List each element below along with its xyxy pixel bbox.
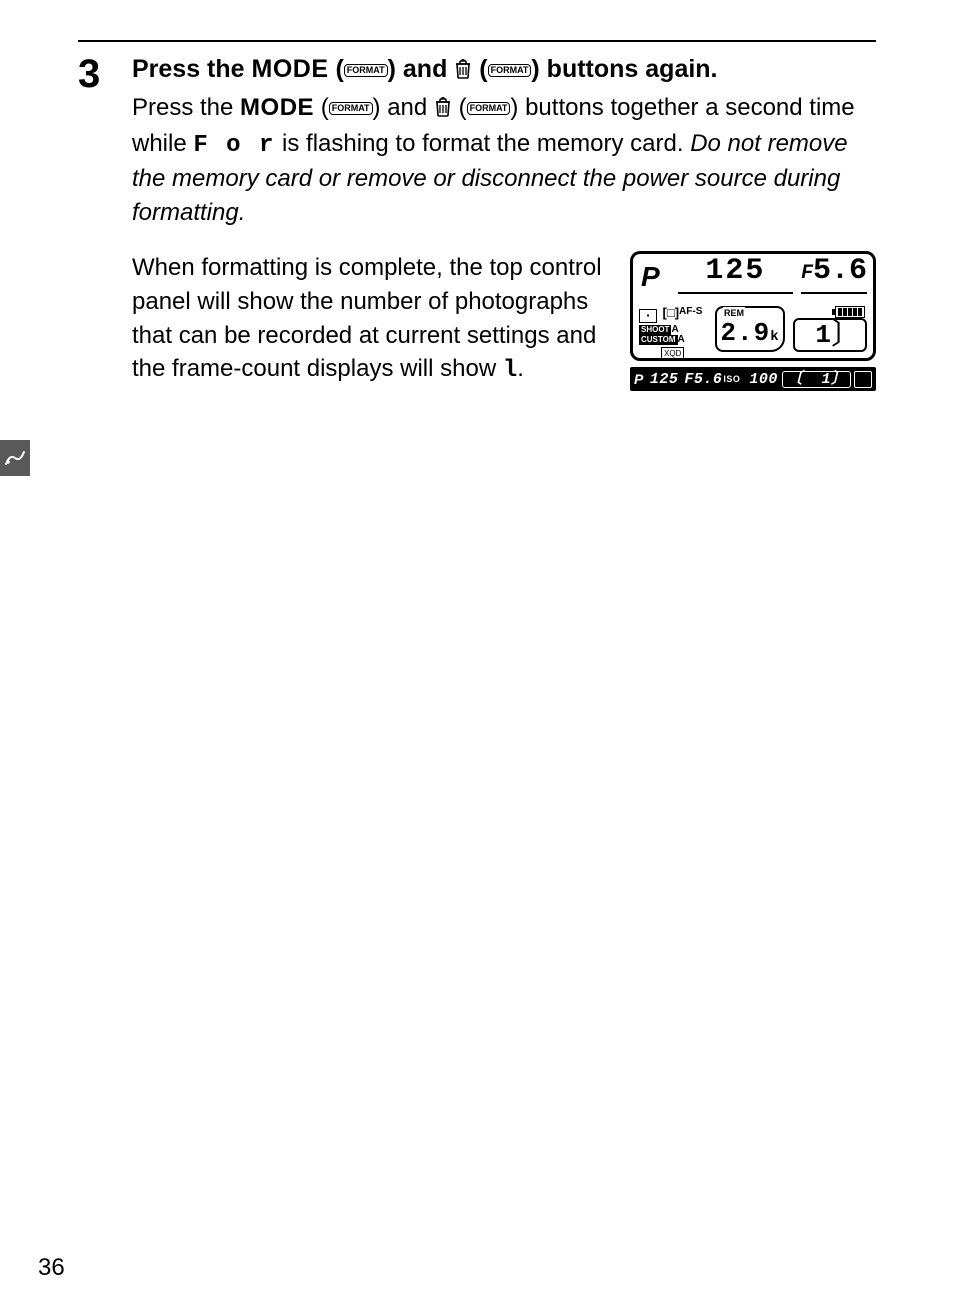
format-icon-2: FORMAT [488,64,532,77]
trash-icon-2 [434,93,452,127]
title-paren-close2: ) [531,55,539,83]
title-text-1: Press the [132,55,252,83]
shoot-label: SHOOT [639,325,671,335]
step-title: Press the MODE (FORMAT) and (FORMAT) but… [132,52,876,89]
af-bracket: [□] [663,306,680,319]
rem-label: REM [723,307,745,320]
p1-t3: ) and [373,94,434,121]
lcd-aperture-f: F [801,262,813,285]
lcd-left-block: ▪ [□]AF-S SHOOTA CUSTOMA XQD [637,302,715,354]
camera-tab-icon [4,448,26,468]
vf-mini-box [854,371,872,388]
title-paren-open: ( [329,55,344,83]
title-text-2: buttons again. [540,55,718,83]
format-icon-4: FORMAT [467,102,511,115]
p2-t2: . [517,355,524,382]
af-area-icon: ▪ [639,309,657,323]
vf-shutter: 125 [650,369,679,390]
page-number: 36 [38,1254,65,1282]
battery-icon [835,306,865,318]
for-glyph: F o r [193,132,275,159]
rem-k: k [770,329,779,345]
vf-iso: 100 [749,369,778,390]
frame-count-box: 1〕 [793,318,867,352]
rem-value-wrap: 2.9k [720,320,779,346]
xqd-label: XQD [661,347,684,360]
p1-t2: ( [314,94,329,121]
vf-iso-label: ISO [723,373,740,386]
vf-bracket-box: 〔 1〕 [782,371,852,388]
rem-value: 2.9 [720,318,770,348]
lcd-row1: P 125 F5.6 [639,256,867,296]
title-and: and [396,55,454,83]
lcd-aperture: F5.6 [801,251,867,294]
shoot-custom-block: SHOOTA CUSTOMA [639,325,713,345]
step-number: 3 [78,52,132,94]
manual-page: 3 Press the MODE (FORMAT) and (FORMAT) b… [0,0,954,1314]
mode-word: MODE [252,55,329,83]
step-3: 3 Press the MODE (FORMAT) and (FORMAT) b… [78,52,876,391]
vf-aperture: F5.6 [684,369,722,390]
title-paren-open2: ( [472,55,487,83]
top-control-panel: P 125 F5.6 ▪ [□]AF-S SHOOT [630,251,876,361]
lcd-shutter: 125 [678,251,793,294]
custom-bank: A [678,334,685,345]
paragraph-2-wrap: When formatting is complete, the top con… [132,251,876,391]
paragraph-1: Press the MODE (FORMAT) and (FORMAT) but… [132,91,876,229]
top-rule [78,40,876,42]
vf-mode: P [634,370,644,390]
paragraph-2: When formatting is complete, the top con… [132,251,612,387]
p1-t1: Press the [132,94,240,121]
p2-t1: When formatting is complete, the top con… [132,254,602,382]
lcd-illustration: P 125 F5.6 ▪ [□]AF-S SHOOT [630,251,876,391]
lcd-mode-letter: P [639,257,660,296]
af-mode-label: AF-S [679,306,702,317]
frame-count-value: 1 [815,317,831,353]
lcd-right-block: 1〕 [787,302,869,354]
custom-label: CUSTOM [639,335,678,345]
lcd-aperture-val: 5.6 [813,254,867,288]
section-tab [0,440,30,476]
trash-icon [454,54,472,89]
lcd-remaining-block: REM 2.9k [715,306,785,352]
p1-mode: MODE [240,94,314,121]
frame-bracket: 〕 [831,326,861,344]
format-icon-3: FORMAT [329,102,373,115]
p1-t4: ( [452,94,467,121]
frame-one-glyph: l [503,357,517,384]
title-paren-close: ) [388,55,396,83]
format-icon: FORMAT [344,64,388,77]
lcd-row2: ▪ [□]AF-S SHOOTA CUSTOMA XQD REM [637,302,869,354]
step-body: Press the MODE (FORMAT) and (FORMAT) but… [132,52,876,391]
viewfinder-strip: P 125 F5.6ISO 100 〔 1〕 [630,367,876,391]
p1-t6: is flashing to format the memory card. [275,130,690,157]
vf-bracket-value: 1 [821,369,831,390]
